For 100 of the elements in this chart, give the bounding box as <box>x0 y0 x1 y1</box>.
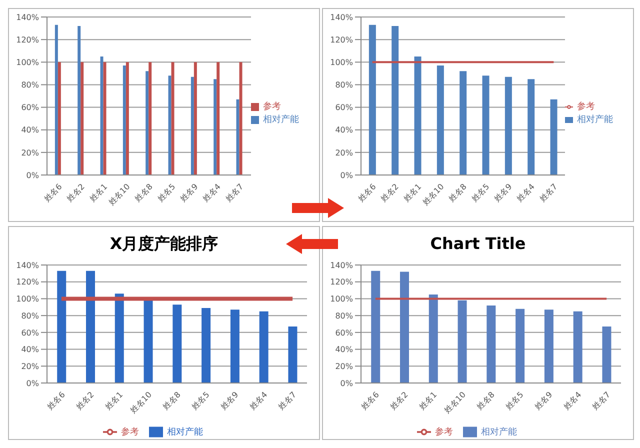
y-tick-label: 100% <box>330 58 354 67</box>
y-tick-label: 60% <box>21 328 40 338</box>
bar <box>172 304 182 383</box>
y-tick-label: 120% <box>16 278 40 287</box>
bar <box>371 270 380 383</box>
x-tick-label: 姓名8 <box>133 182 154 204</box>
bar <box>516 308 525 383</box>
y-tick-label: 40% <box>21 345 40 354</box>
x-tick-label: 姓名5 <box>504 390 526 412</box>
bar <box>168 76 172 175</box>
bar <box>100 56 104 175</box>
x-tick-label: 姓名7 <box>276 390 298 412</box>
y-tick-label: 80% <box>21 80 40 90</box>
x-tick-label: 姓名6 <box>42 182 64 204</box>
x-tick-label: 姓名10 <box>442 390 468 415</box>
bar <box>428 294 438 383</box>
bar <box>146 71 149 175</box>
y-tick-label: 0% <box>340 170 354 180</box>
y-tick-label: 20% <box>21 148 40 158</box>
bar <box>80 62 84 175</box>
legend-label: 参考 <box>577 102 595 112</box>
y-tick-label: 140% <box>16 260 40 270</box>
bar <box>144 300 153 383</box>
legend-label: 相对产能 <box>263 115 299 125</box>
x-tick-label: 姓名6 <box>46 390 67 412</box>
x-tick-label: 姓名8 <box>475 390 496 412</box>
bar <box>436 66 444 175</box>
y-tick-label: 20% <box>21 362 40 371</box>
bar <box>544 310 554 383</box>
bar <box>190 76 194 175</box>
y-tick-label: 100% <box>330 294 354 304</box>
y-tick-label: 0% <box>26 170 40 180</box>
x-tick-label: 姓名4 <box>248 390 270 412</box>
x-tick-label: 姓名10 <box>128 390 154 415</box>
bar <box>400 272 409 383</box>
bar <box>528 79 535 175</box>
x-tick-label: 姓名10 <box>106 182 132 207</box>
x-tick-label: 姓名8 <box>161 390 182 412</box>
bar <box>58 62 61 175</box>
legend-label: 参考 <box>121 427 139 438</box>
y-tick-label: 120% <box>16 35 40 44</box>
bar <box>259 311 268 383</box>
x-tick-label: 姓名7 <box>590 390 612 412</box>
y-tick-label: 0% <box>340 378 354 388</box>
bar <box>236 99 240 175</box>
bar <box>122 66 126 175</box>
bar <box>230 310 240 383</box>
x-tick-label: 姓名4 <box>201 182 222 204</box>
y-tick-label: 20% <box>335 148 354 158</box>
x-tick-label: 姓名5 <box>190 390 212 412</box>
x-tick-label: 姓名2 <box>388 390 410 412</box>
x-tick-label: 姓名2 <box>65 182 86 204</box>
bar <box>148 62 152 175</box>
x-tick-label: 姓名1 <box>417 390 439 412</box>
bar <box>460 71 467 175</box>
y-tick-label: 120% <box>330 35 354 44</box>
x-tick-label: 姓名9 <box>492 182 514 204</box>
bar <box>114 294 124 383</box>
bar <box>216 62 220 175</box>
bar <box>214 79 217 175</box>
x-tick-label: 姓名10 <box>420 182 446 207</box>
y-tick-label: 100% <box>16 294 40 304</box>
bar <box>368 24 376 175</box>
legend-label: 相对产能 <box>481 427 517 438</box>
x-tick-label: 姓名6 <box>356 182 378 204</box>
y-tick-label: 60% <box>335 328 354 338</box>
bar <box>202 308 211 383</box>
y-tick-label: 120% <box>330 278 354 287</box>
y-tick-label: 80% <box>335 311 354 320</box>
y-tick-label: 40% <box>335 126 354 135</box>
bar <box>458 300 467 383</box>
y-tick-label: 40% <box>21 126 40 135</box>
x-tick-label: 姓名4 <box>562 390 584 412</box>
x-tick-label: 姓名2 <box>74 390 96 412</box>
x-tick-label: 姓名1 <box>402 182 424 204</box>
y-tick-label: 60% <box>21 103 40 112</box>
bar <box>573 311 582 383</box>
bar <box>482 76 490 175</box>
x-tick-label: 姓名8 <box>447 182 468 204</box>
chart-title: Chart Title <box>429 233 527 255</box>
bar <box>392 26 399 175</box>
bar <box>126 62 129 175</box>
bar <box>504 76 512 175</box>
y-tick-label: 0% <box>26 378 40 388</box>
legend-label: 参考 <box>435 427 453 438</box>
legend-label: 相对产能 <box>167 427 203 438</box>
bar <box>239 62 242 175</box>
bar <box>550 99 558 175</box>
x-tick-label: 姓名5 <box>156 182 178 204</box>
bar <box>171 62 174 175</box>
y-tick-label: 140% <box>330 12 354 22</box>
bar <box>194 62 197 175</box>
x-tick-label: 姓名1 <box>103 390 125 412</box>
x-tick-label: 姓名9 <box>178 182 200 204</box>
x-tick-label: 姓名2 <box>379 182 400 204</box>
bar <box>103 62 106 175</box>
y-tick-label: 40% <box>335 345 354 354</box>
bar <box>78 26 81 175</box>
x-tick-label: 姓名9 <box>532 390 554 412</box>
chart-title: X月度产能排序 <box>108 233 220 255</box>
